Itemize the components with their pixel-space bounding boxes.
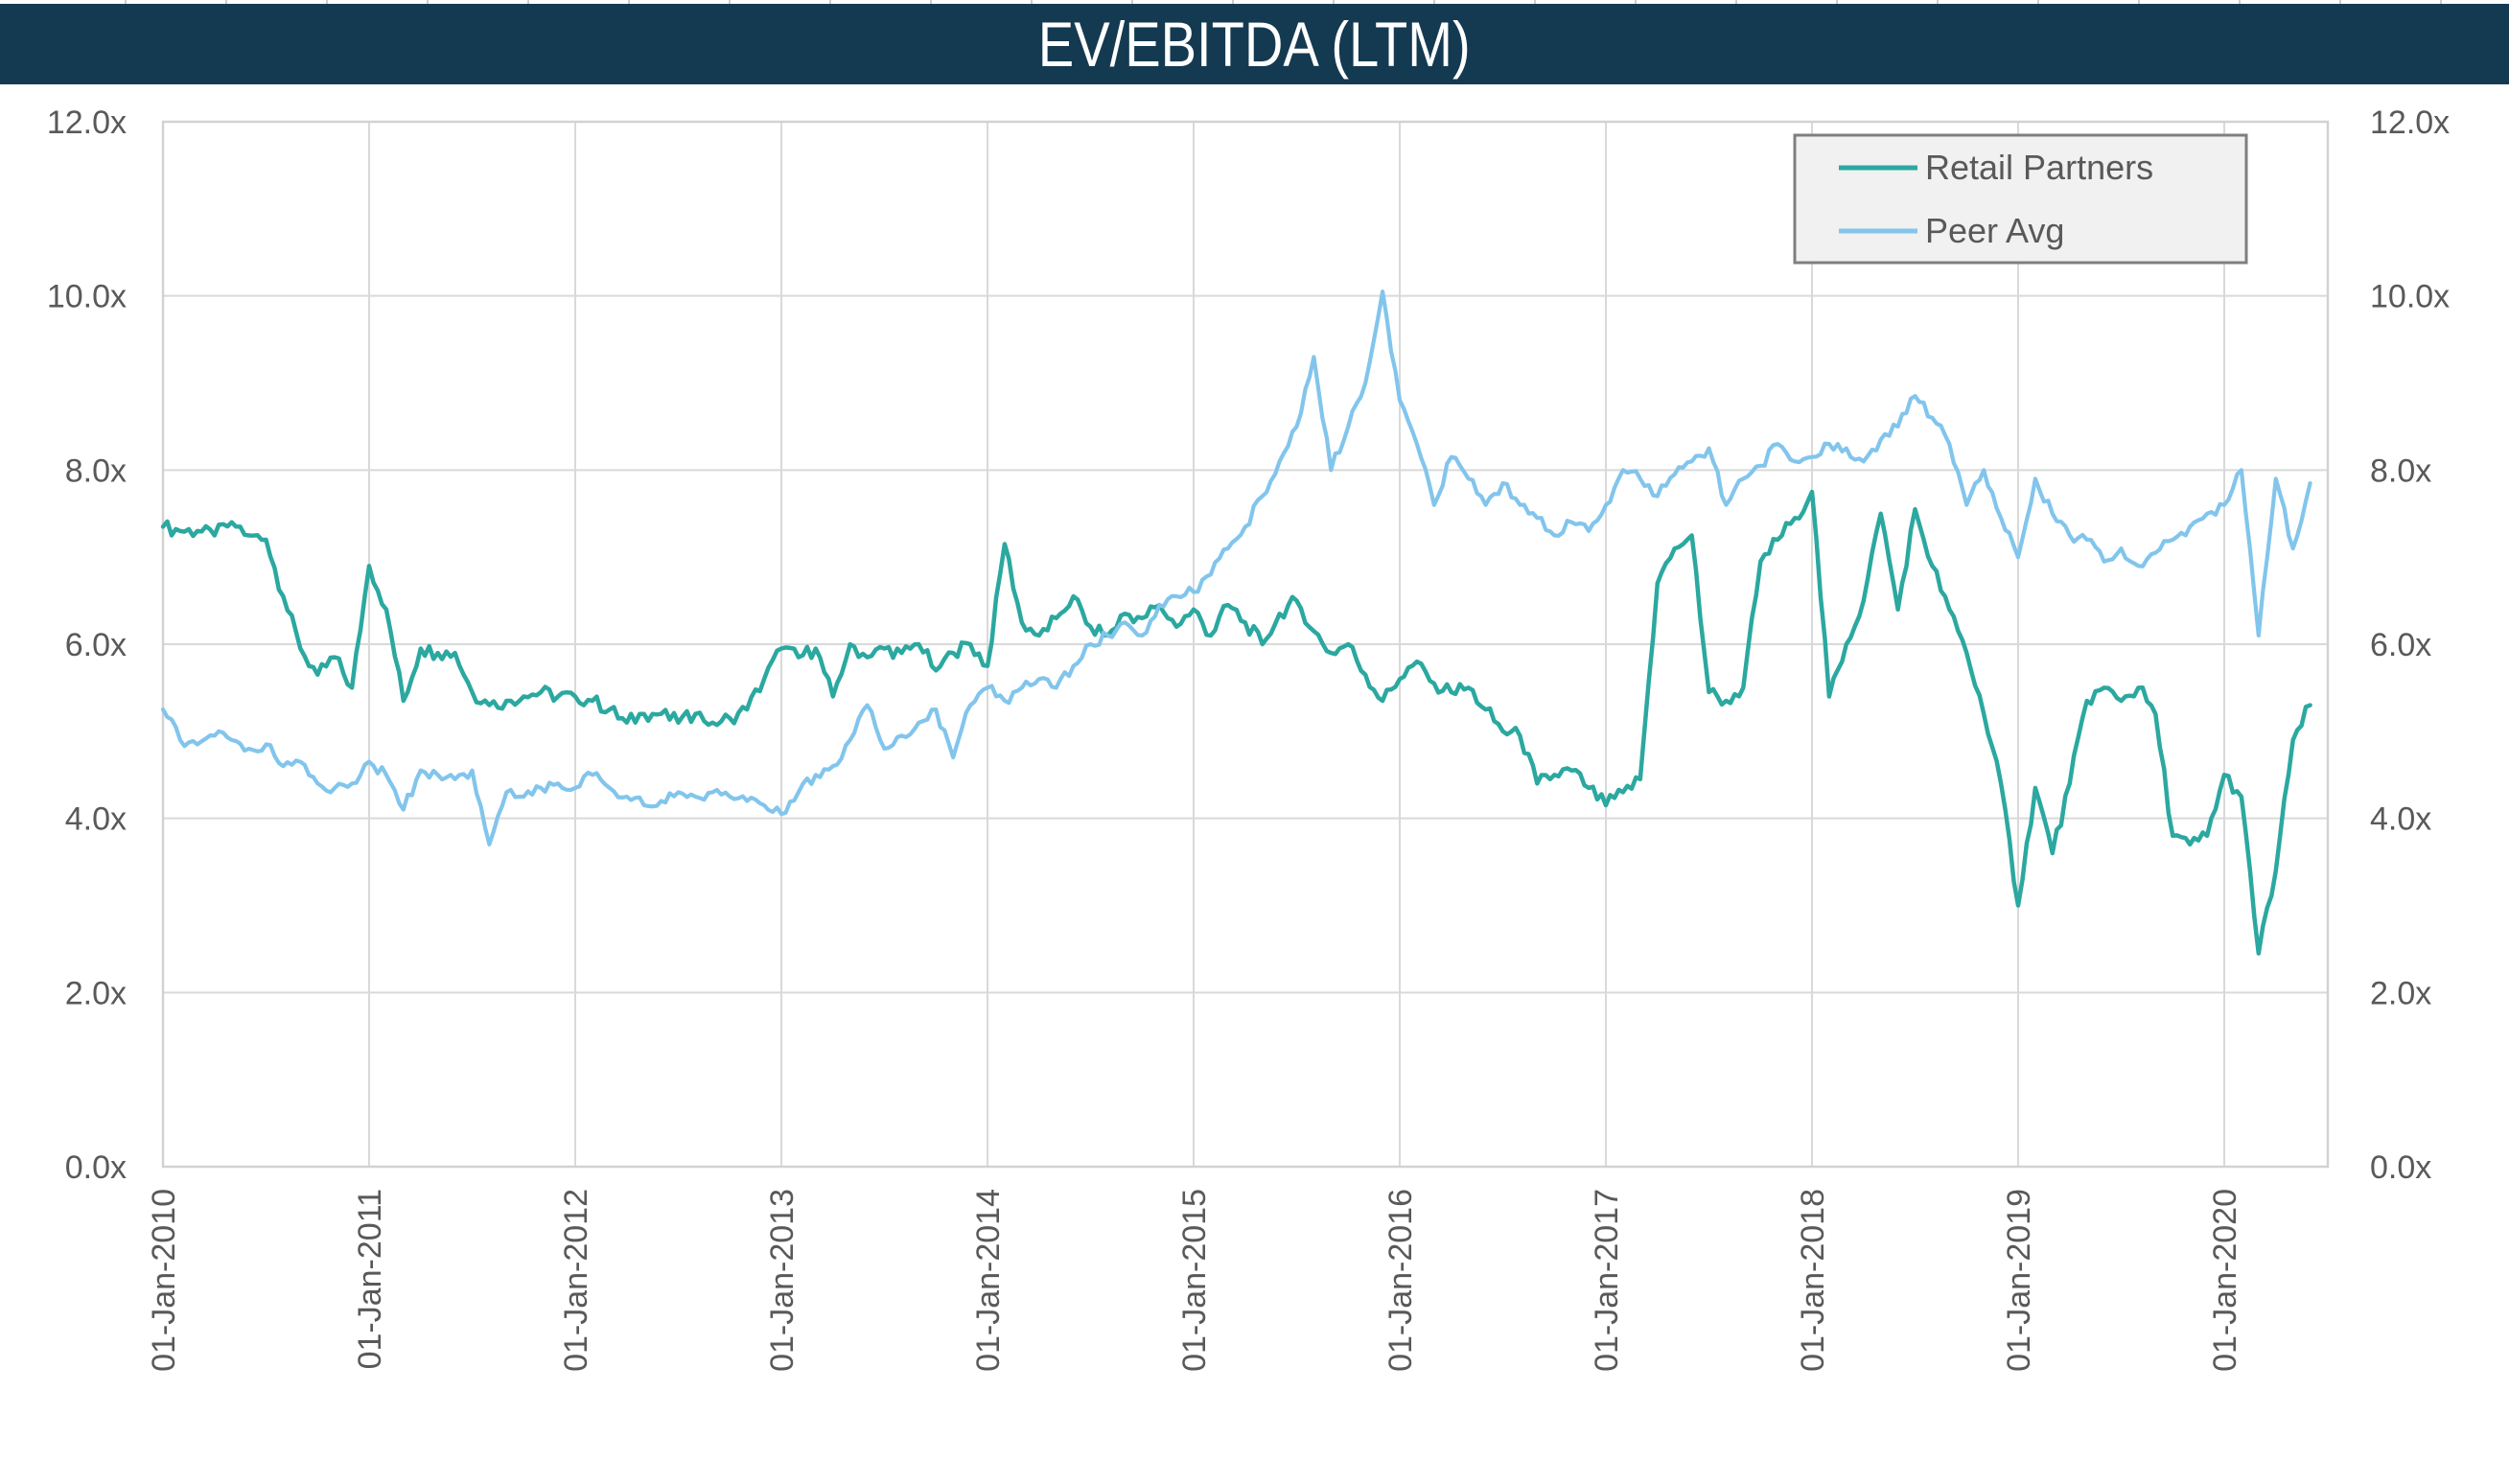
x-tick-label: 01-Jan-2015 <box>1176 1189 1213 1372</box>
y-tick-label-left: 10.0x <box>47 279 127 315</box>
chart-title: EV/EBITDA (LTM) <box>1038 9 1471 80</box>
cell-border-mark <box>2339 0 2341 4</box>
y-tick-label-right: 12.0x <box>2370 104 2450 141</box>
plot-border <box>161 120 2330 1169</box>
x-tick-label: 01-Jan-2017 <box>1589 1189 1625 1372</box>
y-tick-label-right: 0.0x <box>2370 1149 2431 1186</box>
x-tick-label: 01-Jan-2012 <box>558 1189 594 1372</box>
y-tick-label-left: 4.0x <box>65 801 127 838</box>
x-tick-label: 01-Jan-2011 <box>352 1189 388 1369</box>
cell-border-mark <box>2138 0 2140 4</box>
y-tick-label-right: 2.0x <box>2370 975 2431 1011</box>
cell-border-mark <box>225 0 227 4</box>
cell-border-mark <box>628 0 630 4</box>
x-tick-label: 01-Jan-2016 <box>1382 1189 1419 1372</box>
y-tick-label-left: 12.0x <box>47 104 127 141</box>
cell-border-mark <box>1937 0 1939 4</box>
legend[interactable]: Retail Partners Peer Avg <box>1793 133 2248 265</box>
y-tick-label-right: 8.0x <box>2370 452 2431 489</box>
cell-border-mark <box>1635 0 1637 4</box>
x-tick-label: 01-Jan-2018 <box>1795 1189 1831 1372</box>
chart-title-bar: EV/EBITDA (LTM) <box>0 4 2509 84</box>
legend-item: Peer Avg <box>1839 211 2064 250</box>
x-tick-label: 01-Jan-2013 <box>764 1189 801 1372</box>
cell-border-mark <box>1031 0 1033 4</box>
cell-border-mark <box>1232 0 1234 4</box>
x-tick-label: 01-Jan-2010 <box>146 1189 182 1372</box>
cell-border-mark <box>1131 0 1133 4</box>
gridlines <box>162 121 2328 1168</box>
y-axis-labels: 0.0x 0.0x 2.0x 2.0x 4.0x 4.0x 6.0x 6.0x 8.0x 8.0x… <box>47 104 2450 1186</box>
spreadsheet-top-strip <box>0 0 2509 4</box>
cell-border-mark <box>2037 0 2039 4</box>
cell-border-mark <box>326 0 328 4</box>
cell-border-mark <box>829 0 831 4</box>
series-line-peer-avg <box>160 290 2312 846</box>
x-tick-label: 01-Jan-2020 <box>2207 1189 2243 1372</box>
legend-box <box>1793 133 2248 265</box>
cell-border-mark <box>527 0 529 4</box>
cell-border-mark <box>729 0 731 4</box>
y-tick-label-right: 10.0x <box>2370 279 2450 315</box>
y-tick-label-left: 0.0x <box>65 1149 127 1186</box>
legend-label: Retail Partners <box>1925 148 2153 187</box>
cell-border-mark <box>2239 0 2241 4</box>
cell-border-mark <box>427 0 429 4</box>
x-tick-label: 01-Jan-2014 <box>970 1189 1007 1372</box>
cell-border-mark <box>1735 0 1737 4</box>
cell-border-mark <box>1433 0 1435 4</box>
cell-border-mark <box>930 0 932 4</box>
cell-border-mark <box>1333 0 1335 4</box>
cell-border-mark <box>1836 0 1838 4</box>
x-tick-label: 01-Jan-2019 <box>2001 1189 2037 1372</box>
legend-item: Retail Partners <box>1839 148 2153 187</box>
y-tick-label-left: 2.0x <box>65 975 127 1011</box>
cell-border-mark <box>125 0 127 4</box>
cell-border-mark <box>1534 0 1536 4</box>
y-tick-label-left: 8.0x <box>65 452 127 489</box>
legend-label: Peer Avg <box>1925 211 2064 250</box>
x-axis-labels: 01-Jan-2010 01-Jan-2011 01-Jan-2012 01-Jan-… <box>146 1189 2243 1372</box>
y-tick-label-right: 4.0x <box>2370 801 2431 838</box>
y-tick-label-left: 6.0x <box>65 627 127 663</box>
series-line-retail-partners <box>160 489 2312 956</box>
cell-border-mark <box>2440 0 2442 4</box>
y-tick-label-right: 6.0x <box>2370 627 2431 663</box>
